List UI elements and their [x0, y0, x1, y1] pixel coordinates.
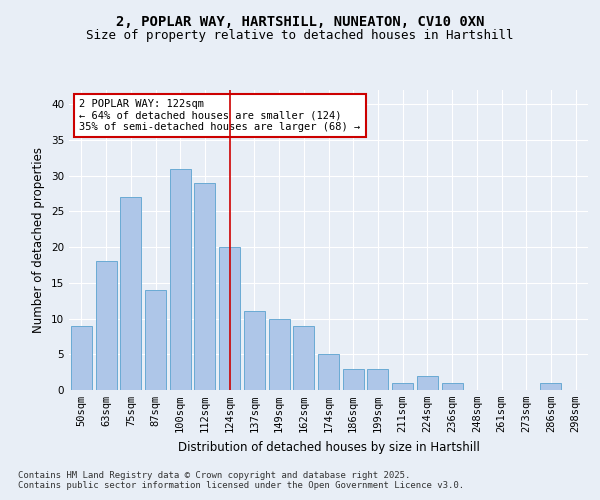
Text: Size of property relative to detached houses in Hartshill: Size of property relative to detached ho…	[86, 28, 514, 42]
Bar	[442, 383, 463, 390]
Bar	[194, 183, 215, 390]
Bar	[71, 326, 92, 390]
Bar	[318, 354, 339, 390]
Bar	[219, 247, 240, 390]
Bar	[417, 376, 438, 390]
Text: 2 POPLAR WAY: 122sqm
← 64% of detached houses are smaller (124)
35% of semi-deta: 2 POPLAR WAY: 122sqm ← 64% of detached h…	[79, 99, 361, 132]
Bar	[367, 368, 388, 390]
Y-axis label: Number of detached properties: Number of detached properties	[32, 147, 46, 333]
Bar	[293, 326, 314, 390]
Bar	[95, 262, 116, 390]
Bar	[541, 383, 562, 390]
Bar	[145, 290, 166, 390]
Text: Contains HM Land Registry data © Crown copyright and database right 2025.: Contains HM Land Registry data © Crown c…	[18, 472, 410, 480]
Bar	[343, 368, 364, 390]
Text: 2, POPLAR WAY, HARTSHILL, NUNEATON, CV10 0XN: 2, POPLAR WAY, HARTSHILL, NUNEATON, CV10…	[116, 16, 484, 30]
Bar	[269, 318, 290, 390]
X-axis label: Distribution of detached houses by size in Hartshill: Distribution of detached houses by size …	[178, 440, 479, 454]
Bar	[392, 383, 413, 390]
Text: Contains public sector information licensed under the Open Government Licence v3: Contains public sector information licen…	[18, 482, 464, 490]
Bar	[244, 312, 265, 390]
Bar	[170, 168, 191, 390]
Bar	[120, 197, 141, 390]
